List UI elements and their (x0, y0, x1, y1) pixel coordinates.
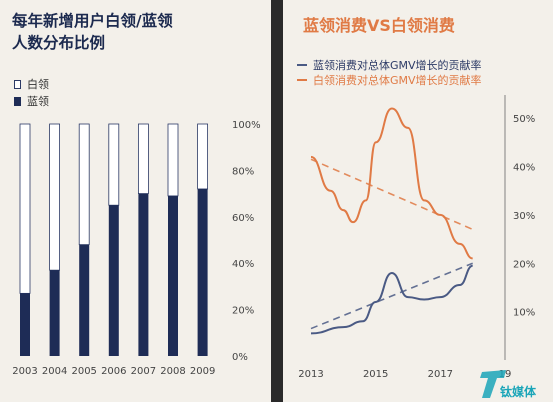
series-line-white-collar (310, 107, 473, 260)
x-tick-label: 2004 (42, 366, 67, 377)
bar-white-collar-2006 (108, 123, 120, 206)
x-tick-label: 2013 (298, 369, 323, 380)
x-tick-label: 2006 (101, 366, 126, 377)
legend-item-blue-collar-gmv: 蓝领消费对总体GMV增长的贡献率 (297, 57, 482, 73)
bar-white-collar-2004 (49, 123, 60, 271)
bar-blue-collar-2008 (168, 195, 178, 356)
bar-white-collar-2005 (78, 123, 90, 246)
bar-blue-collar-2006 (108, 205, 119, 356)
legend-swatch-blue-collar (14, 96, 21, 106)
legend-label-white-collar-gmv: 白领消费对总体GMV增长的贡献率 (313, 74, 482, 87)
y-tick-label: 20% (232, 306, 254, 317)
legend-swatch-white-collar (14, 79, 21, 89)
x-tick-label: 2009 (190, 366, 215, 377)
x-tick-label: 2007 (131, 366, 156, 377)
left-chart-title-line-2: 人数分布比例 (12, 34, 106, 52)
legend-item-white-collar-gmv: 白领消费对总体GMV增长的贡献率 (297, 72, 482, 88)
bar-blue-collar-2005 (79, 244, 90, 356)
trend-line-blue-collar (310, 262, 473, 330)
bar-white-collar-2008 (167, 123, 179, 197)
x-tick-label: 2005 (71, 366, 96, 377)
legend-label-white-collar: 白领 (27, 78, 49, 91)
y-tick-label: 80% (232, 166, 254, 177)
watermark-text: 钛媒体 (500, 385, 537, 399)
left-chart-title-line-1: 每年新增用户白领/蓝领 (12, 12, 173, 30)
bar-blue-collar-2009 (197, 188, 208, 356)
y-tick-label: 60% (232, 213, 254, 224)
series-line-blue-collar (310, 264, 474, 335)
x-tick-label: 2003 (12, 366, 37, 377)
stacked-bar-chart: 2003 2004 2005 2006 2007 2008 2009 0% 20% 40% 60% 8… (12, 120, 261, 377)
y-tick-label: 100% (232, 120, 261, 131)
legend-item-white-collar: 白领 (14, 76, 49, 92)
y-tick-label: 20% (513, 259, 535, 270)
line-chart: 10% 20% 30% 40% 50% 2013 2015 2017 19 (298, 95, 535, 380)
bar-white-collar-2003 (19, 123, 31, 294)
y-tick-label: 50% (513, 114, 535, 125)
y-tick-label: 0% (232, 352, 248, 363)
legend-label-blue-collar-gmv: 蓝领消费对总体GMV增长的贡献率 (313, 59, 482, 72)
bar-white-collar-2009 (197, 123, 209, 190)
y-tick-label: 40% (232, 259, 254, 270)
trend-line-white-collar (310, 158, 473, 231)
x-tick-label: 2017 (428, 369, 453, 380)
bar-blue-collar-2003 (20, 293, 30, 356)
bar-blue-collar-2007 (138, 193, 149, 356)
legend-line-blue-collar-gmv (297, 64, 307, 66)
left-chart-panel: 每年新增用户白领/蓝领 人数分布比例 白领 蓝领 2003 2004 2005 200… (0, 0, 271, 402)
watermark-logo-icon (480, 370, 506, 398)
right-chart-title: 蓝领消费VS白领消费 (303, 16, 455, 35)
x-tick-label: 2015 (363, 369, 388, 380)
legend-item-blue-collar: 蓝领 (14, 93, 49, 109)
y-tick-label: 10% (513, 308, 535, 319)
right-chart-panel: 蓝领消费VS白领消费 蓝领消费对总体GMV增长的贡献率 白领消费对总体GMV增长… (283, 0, 553, 402)
y-tick-label: 30% (513, 211, 535, 222)
legend-label-blue-collar: 蓝领 (27, 95, 49, 108)
bar-blue-collar-2004 (49, 270, 60, 356)
y-tick-label: 40% (513, 163, 535, 174)
legend-line-white-collar-gmv (297, 79, 307, 81)
bar-white-collar-2007 (137, 123, 149, 194)
x-tick-label: 2008 (160, 366, 185, 377)
x-tick-label: 19 (499, 369, 512, 380)
